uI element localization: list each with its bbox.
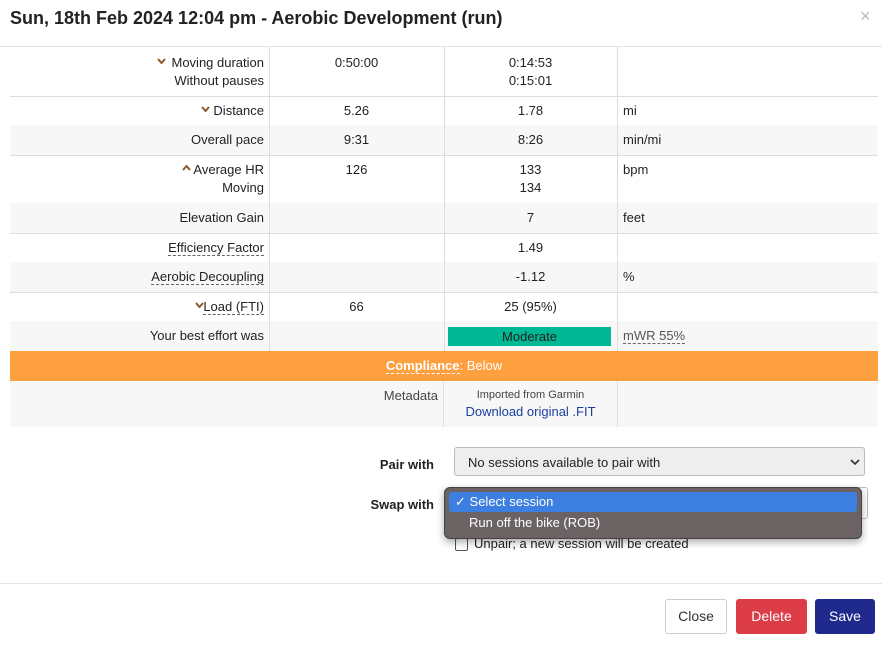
- unpair-label: Unpair; a new session will be created: [474, 536, 689, 551]
- delete-button[interactable]: Delete: [736, 599, 807, 634]
- compliance-label[interactable]: Compliance: [385, 358, 460, 374]
- row-label: Load (FTI): [203, 299, 264, 315]
- actual-value: 133: [519, 162, 542, 177]
- pair-label: Pair with: [379, 457, 434, 472]
- pair-value: No sessions available to pair with: [468, 455, 661, 470]
- chevron-up[interactable]: [182, 165, 191, 171]
- column-line: [444, 47, 445, 351]
- actual-value: -1.12: [515, 269, 546, 284]
- row-label: Overall pace: [191, 132, 264, 147]
- download-link[interactable]: Download original .FIT: [465, 404, 596, 419]
- chevron-down[interactable]: [201, 106, 210, 112]
- column-line: [443, 381, 444, 427]
- effort-badge: Moderate: [448, 327, 611, 346]
- pair-select[interactable]: No sessions available to pair with: [454, 447, 865, 476]
- save-button[interactable]: Save: [815, 599, 875, 634]
- planned-value: 9:31: [343, 132, 370, 147]
- close-button[interactable]: Close: [665, 599, 727, 634]
- option-text: Select session: [469, 494, 554, 509]
- actual-value: 1.49: [517, 240, 544, 255]
- select-arrow: [850, 459, 860, 466]
- divider: [0, 46, 882, 47]
- actual-value: 7: [526, 210, 535, 225]
- actual-value: 25 (95%): [504, 299, 557, 314]
- actual-subvalue: 0:15:01: [508, 73, 553, 88]
- divider: [0, 583, 882, 584]
- row-label: Your best effort was: [149, 328, 264, 343]
- row-label-text[interactable]: Aerobic Decoupling: [151, 269, 264, 285]
- metadata-label: Metadata: [383, 388, 438, 403]
- row-label: Aerobic Decoupling: [151, 269, 264, 285]
- unit: mWR 55%: [623, 328, 686, 344]
- planned-value: 126: [345, 162, 368, 177]
- mwr-text[interactable]: mWR 55%: [623, 328, 686, 344]
- row-sublabel: Without pauses: [174, 73, 264, 88]
- unit: bpm: [623, 162, 649, 177]
- dropdown-option-selected[interactable]: ✓ Select session: [449, 492, 857, 512]
- metadata-source: Imported from Garmin: [476, 389, 585, 401]
- actual-subvalue: 134: [519, 180, 542, 195]
- row-label: Moving duration: [171, 55, 265, 70]
- row-label: Elevation Gain: [179, 210, 264, 225]
- unit: feet: [623, 210, 645, 225]
- chevron-down[interactable]: [195, 302, 204, 308]
- planned-value: 5.26: [343, 103, 370, 118]
- unit: mi: [623, 103, 637, 118]
- compliance-bar: Compliance: Below: [10, 351, 878, 381]
- dialog-title: Sun, 18th Feb 2024 12:04 pm - Aerobic De…: [10, 8, 503, 28]
- actual-value: 0:14:53: [508, 55, 553, 70]
- row-label-text[interactable]: Load (FTI): [203, 299, 264, 315]
- row-label: Distance: [213, 103, 264, 118]
- row-label: Efficiency Factor: [168, 240, 264, 256]
- compliance-value: : Below: [459, 358, 503, 373]
- row-label: Average HR: [193, 162, 264, 177]
- dropdown-option[interactable]: Run off the bike (ROB): [469, 515, 601, 530]
- planned-value: 0:50:00: [334, 55, 379, 70]
- metadata-row: [10, 381, 878, 427]
- actual-value: 1.78: [517, 103, 544, 118]
- swap-dropdown: ✓ Select session Run off the bike (ROB): [444, 487, 862, 539]
- unit: min/mi: [623, 132, 662, 147]
- check-icon: ✓: [455, 494, 466, 509]
- row-sublabel: Moving: [222, 180, 264, 195]
- planned-value: 66: [349, 299, 364, 314]
- column-line: [269, 47, 270, 351]
- actual-value: 8:26: [517, 132, 544, 147]
- column-line: [617, 47, 618, 351]
- swap-label: Swap with: [370, 497, 434, 512]
- row-label-text[interactable]: Efficiency Factor: [168, 240, 264, 256]
- close-icon[interactable]: ×: [860, 6, 871, 26]
- unpair-checkbox[interactable]: [455, 538, 468, 551]
- chevron-down[interactable]: [157, 58, 166, 64]
- column-line: [617, 381, 618, 427]
- unit: %: [623, 269, 635, 284]
